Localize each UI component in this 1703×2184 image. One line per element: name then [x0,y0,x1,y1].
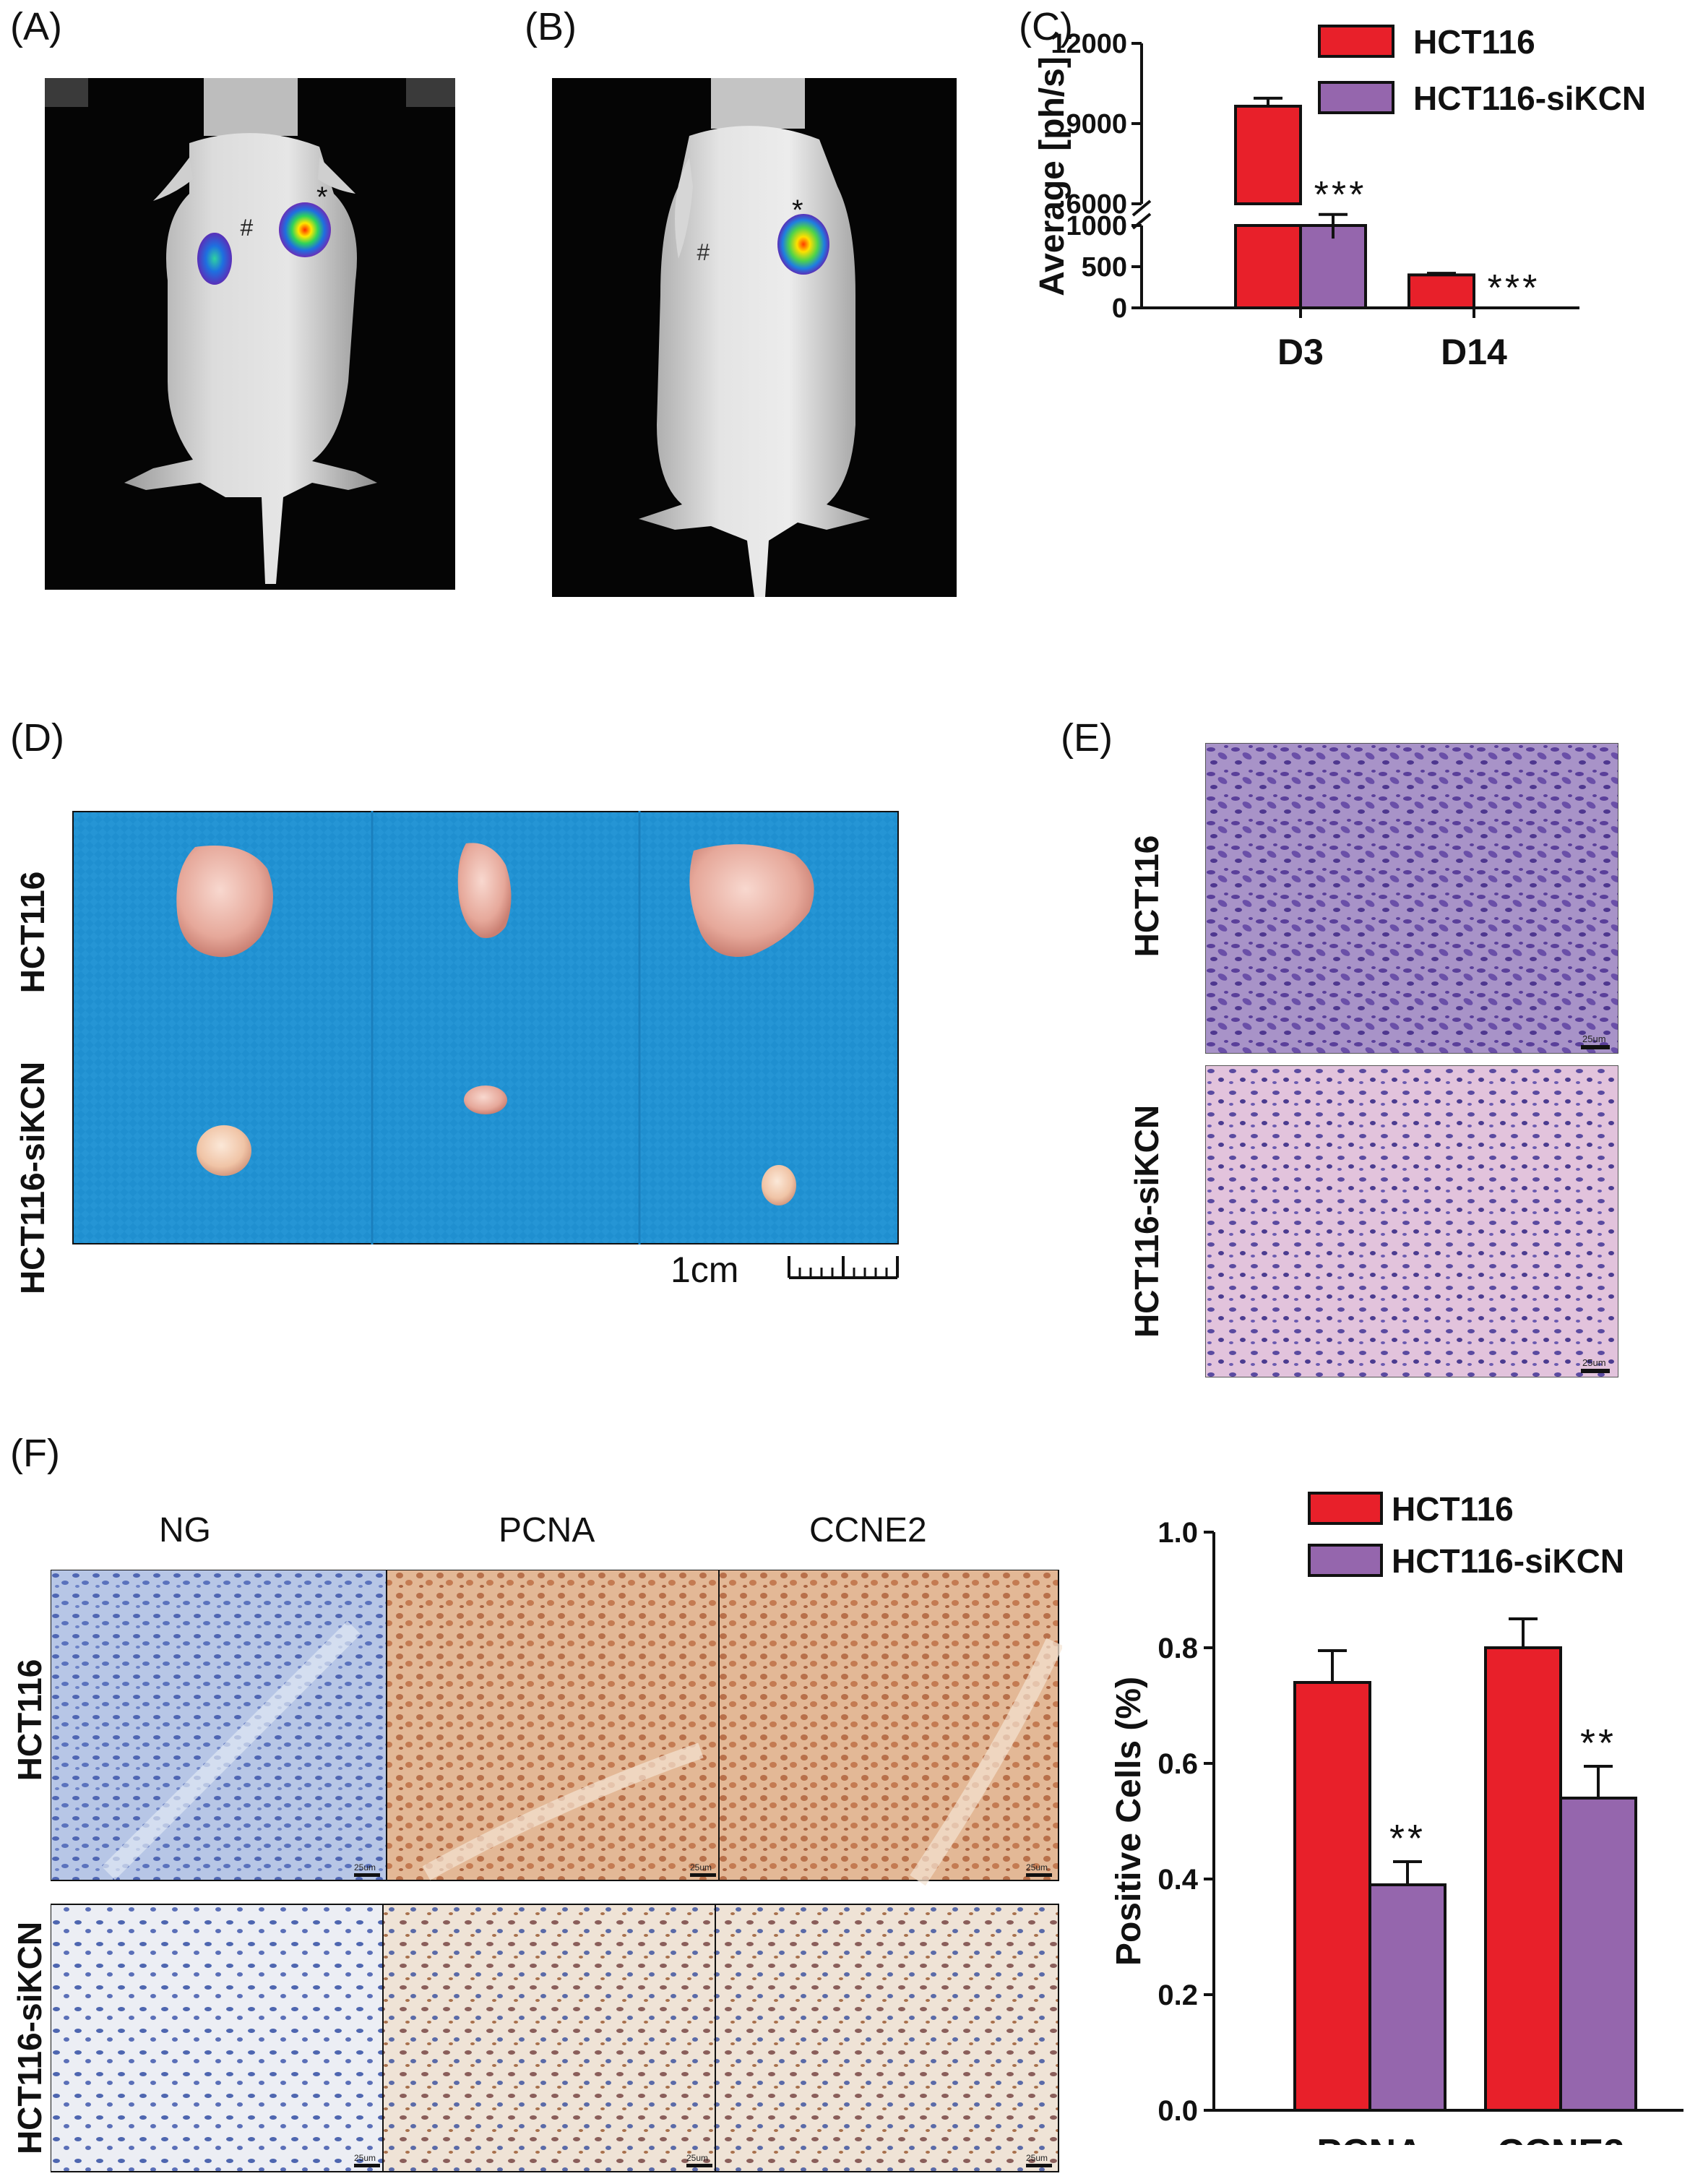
y-axis-label: Average [ph/s] [1033,56,1072,296]
column-header-pcna: PCNA [499,1511,595,1549]
panel-f-images: 25um 25um 25um 25um 25um 25um [51,1570,1062,2172]
y-tick-label: 0.4 [1157,1864,1198,1896]
bar [1293,1681,1371,2112]
tumor [176,846,273,958]
tumor-signal-spot [279,202,331,257]
legend-swatch [1308,1492,1383,1525]
legend-label: HCT116-siKCN [1413,79,1646,117]
tumor-signal-spot [197,233,232,285]
bar [1368,1883,1447,2112]
legend-label: HCT116-siKCN [1392,1542,1624,1580]
tumor [197,1125,251,1176]
panel-label-f: (F) [10,1432,60,1475]
legend-label: HCT116 [1413,23,1535,61]
x-tick-label: CCNE2 [1497,2132,1624,2145]
marker-hash: # [697,239,710,265]
tumor [689,844,814,957]
significance-label: *** [1314,174,1367,216]
legend-swatch [1308,1544,1383,1577]
panel-e-image-hct116-sikcn: 25um [1205,1065,1618,1377]
marker-hash: # [240,215,254,241]
tumor [457,843,512,938]
scale-bar-label: 25um [690,1862,712,1873]
row-label-hct116-sikcn: HCT116-siKCN [1128,1104,1165,1338]
x-tick-label: D3 [1277,332,1324,372]
scale-bar-label: 25um [1582,1033,1606,1044]
panel-a-image: * # [45,78,455,590]
legend-swatch [1318,81,1394,114]
x-tick-label: D14 [1441,332,1507,372]
panel-b-image: * # [552,78,957,597]
y-tick-label: 0.8 [1157,1633,1198,1664]
y-tick-label: 9000 [1066,109,1127,139]
y-tick-label: 0 [1112,293,1127,324]
y-tick-label: 6000 [1066,189,1127,220]
row-label-hct116: HCT116 [1128,835,1165,958]
y-tick-label: 1.0 [1157,1517,1198,1549]
bar [1299,224,1367,309]
column-header-ccne2: CCNE2 [809,1511,927,1549]
significance-label: ** [1580,1721,1616,1765]
tumor-signal-spot [777,214,829,275]
x-tick-label: PCNA [1316,2132,1423,2145]
y-tick-label: 500 [1082,252,1127,283]
scale-bar-label: 25um [354,1862,376,1873]
bar [1559,1797,1637,2112]
legend-label: HCT116 [1392,1490,1514,1528]
scale-bar-label: 1cm [671,1250,739,1290]
bar [1407,273,1475,309]
y-tick-label: 12000 [1051,29,1127,59]
bar [1484,1646,1562,2112]
scale-bar-label: 25um [1026,1862,1048,1873]
significance-label: *** [1488,267,1540,309]
tumor [762,1165,796,1205]
scale-bar-ruler [788,1256,899,1279]
scale-bar-label: 25um [354,2153,376,2163]
significance-label: ** [1389,1817,1426,1860]
y-tick-label: 1000 [1066,211,1127,241]
legend-swatch [1318,25,1394,58]
scale-bar-label: 25um [1582,1357,1606,1368]
row-label-hct116: HCT116 [11,1659,48,1781]
panel-e-image-hct116: 25um [1205,743,1618,1054]
bar [1234,104,1302,205]
y-tick-label: 0.6 [1157,1748,1198,1780]
axis-break-mark [1131,199,1152,217]
bar [1234,224,1302,309]
column-header-ng: NG [159,1511,211,1549]
panel-label-a: (A) [10,5,62,48]
panel-label-b: (B) [525,5,577,48]
y-tick-label: 0.2 [1157,1979,1198,2011]
column-headers: NG PCNA CCNE2 [51,1510,1062,1554]
marker-star: * [316,181,328,213]
row-label-container: HCT116-siKCN [13,1033,56,1323]
scale-bar-label: 25um [686,2153,708,2163]
scale-bar-label: 25um [1026,2153,1048,2163]
marker-star: * [792,194,803,226]
panel-label-c: (C) [1019,5,1073,48]
row-label-hct116-sikcn: HCT116-siKCN [14,1061,51,1295]
panel-d-image [72,811,899,1244]
row-label-container: HCT116 [13,846,56,1019]
chart-f: 0.0 0.2 0.4 0.6 0.8 1.0 Positive Cells (%) PCNA… [1110,1490,1683,2145]
row-label-hct116-sikcn: HCT116-siKCN [11,1921,48,2155]
y-tick-label: 0.0 [1157,2095,1198,2127]
row-label-hct116: HCT116 [14,871,51,994]
panel-label-e: (E) [1061,716,1113,760]
panel-label-d: (D) [10,716,64,760]
tumor [464,1085,507,1114]
y-axis-label: Positive Cells (%) [1110,1677,1148,1966]
